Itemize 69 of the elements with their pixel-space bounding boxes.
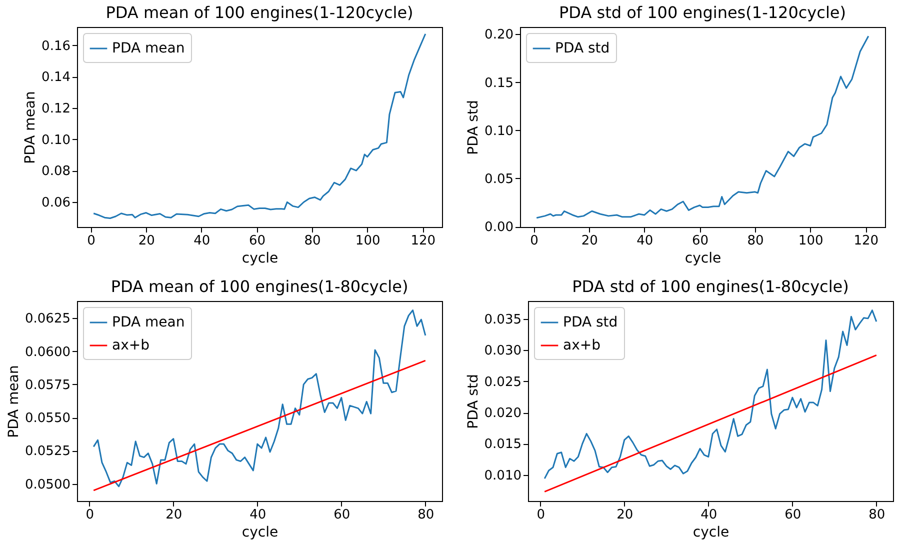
chart-title: PDA mean of 100 engines(1-80cycle): [110, 277, 408, 296]
x-axis-title: cycle: [684, 250, 722, 266]
y-tick-label: 0.05: [484, 172, 514, 187]
chart-title: PDA mean of 100 engines(1-120cycle): [106, 3, 414, 22]
y-axis-title: PDA std: [466, 100, 482, 155]
x-tick-label: 80: [418, 508, 434, 522]
legend-label: PDA std: [555, 40, 610, 56]
y-tick-label: 0.0525: [25, 444, 70, 460]
legend-label: ax+b: [112, 338, 150, 354]
line-series: [92, 310, 426, 488]
x-tick-label: 120: [410, 234, 436, 248]
x-tick-label: 0: [87, 234, 96, 248]
x-axis-title: cycle: [242, 250, 278, 266]
x-tick-label: 20: [616, 508, 634, 522]
legend-label: PDA mean: [112, 40, 185, 56]
x-tick-label: 20: [138, 234, 155, 248]
x-tick-label: 60: [334, 508, 350, 522]
y-tick-label: 0.00: [484, 220, 514, 236]
chart-title: PDA std of 100 engines(1-120cycle): [559, 3, 846, 22]
y-tick-label: 0.020: [484, 406, 522, 422]
y-tick-label: 0.10: [484, 124, 514, 139]
y-axis-title: PDA mean: [22, 91, 39, 164]
y-tick-label: 0.15: [484, 76, 514, 91]
y-tick-label: 0.030: [484, 344, 522, 359]
chart-title: PDA std of 100 engines(1-80cycle): [572, 277, 849, 296]
x-tick-label: 40: [700, 508, 718, 522]
y-axis-title: PDA std: [465, 374, 482, 429]
y-tick-label: 0.12: [42, 102, 70, 116]
x-axis-title: cycle: [242, 524, 278, 540]
legend-label: ax+b: [563, 338, 601, 354]
legend-label: PDA mean: [112, 314, 185, 330]
x-axis-title: cycle: [692, 524, 730, 540]
line-series: [536, 35, 870, 219]
x-tick-label: 100: [355, 234, 380, 248]
y-tick-label: 0.015: [484, 437, 522, 452]
y-tick-label: 0.08: [42, 164, 70, 180]
x-tick-label: 20: [166, 508, 182, 522]
y-axis-title: PDA mean: [6, 365, 22, 438]
x-tick-label: 40: [250, 508, 266, 522]
x-tick-label: 80: [304, 234, 321, 248]
y-tick-label: 0.16: [42, 38, 70, 54]
x-tick-label: 0: [536, 508, 546, 522]
line-series: [92, 33, 426, 219]
x-tick-label: 20: [581, 234, 598, 248]
x-tick-label: 60: [784, 508, 802, 522]
x-tick-label: 0: [86, 508, 94, 522]
y-tick-label: 0.0600: [25, 344, 70, 360]
x-tick-label: 40: [194, 234, 210, 248]
x-tick-label: 80: [747, 234, 764, 248]
x-tick-label: 60: [248, 234, 266, 248]
y-tick-label: 0.010: [484, 468, 522, 484]
y-tick-label: 0.035: [484, 312, 522, 328]
y-tick-label: 0.14: [42, 70, 70, 86]
legend-label: PDA std: [563, 314, 618, 330]
x-tick-label: 0: [530, 234, 538, 248]
y-tick-label: 0.0625: [25, 312, 70, 327]
y-tick-label: 0.0550: [25, 411, 70, 426]
y-tick-label: 0.20: [484, 28, 514, 43]
x-tick-label: 60: [692, 234, 709, 248]
x-tick-label: 120: [854, 234, 879, 248]
y-tick-label: 0.0500: [25, 477, 70, 492]
y-tick-label: 0.025: [484, 374, 522, 390]
x-tick-label: 100: [798, 234, 824, 248]
y-tick-label: 0.0575: [25, 378, 70, 393]
x-tick-label: 40: [636, 234, 654, 248]
y-tick-label: 0.10: [42, 132, 70, 148]
line-series: [544, 310, 878, 480]
x-tick-label: 80: [868, 508, 886, 522]
y-tick-label: 0.06: [42, 195, 70, 210]
